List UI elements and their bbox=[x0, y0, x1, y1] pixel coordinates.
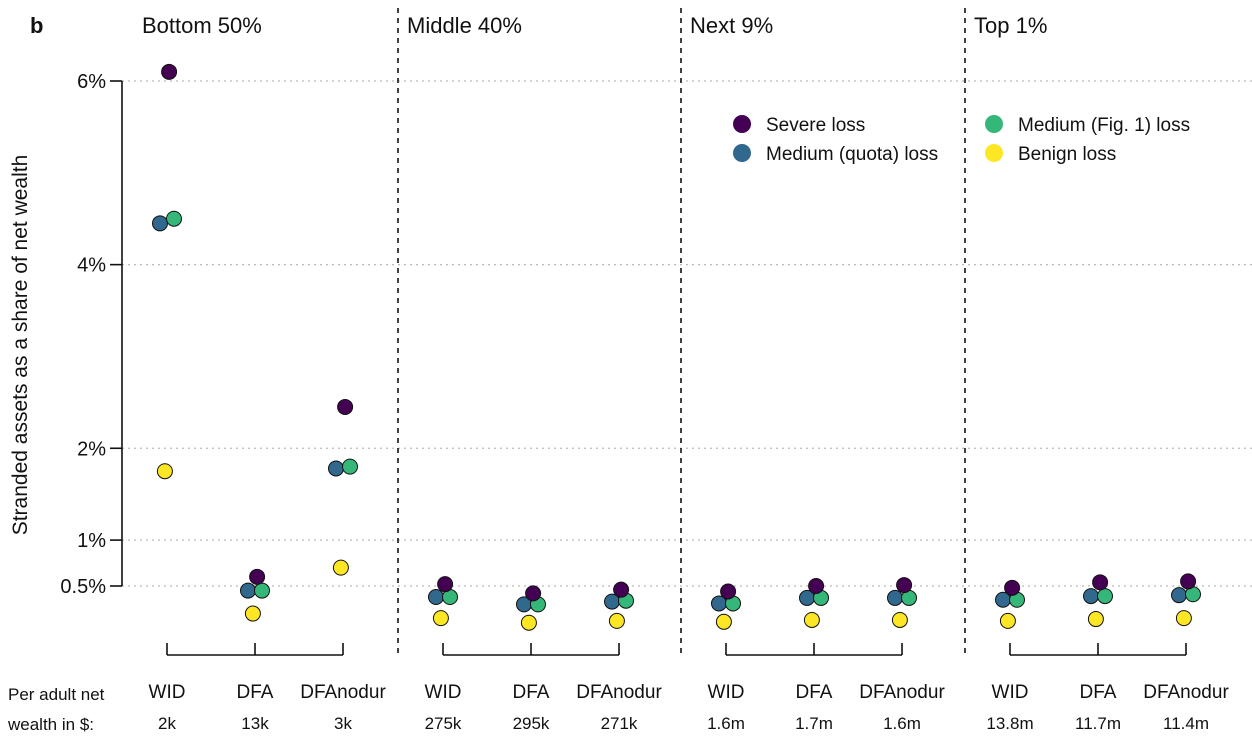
data-point-benign bbox=[156, 463, 173, 480]
data-point-medium-quota bbox=[1171, 587, 1187, 604]
data-point-benign bbox=[1087, 611, 1104, 628]
axes: 0.5% 1% 2% 4% 6% Bottom 50% WID 2k DFA 13k DFAnodu… bbox=[60, 8, 1229, 733]
wealth-value: 11.4m bbox=[1163, 714, 1209, 733]
data-point-severe bbox=[1180, 573, 1197, 590]
grid-lines bbox=[122, 80, 1252, 587]
group-title: Next 9% bbox=[690, 13, 773, 38]
category-label: WID bbox=[992, 682, 1029, 703]
data-point-medium-quota bbox=[152, 215, 168, 232]
data-point-severe bbox=[896, 577, 913, 594]
wealth-value: 295k bbox=[513, 714, 550, 733]
wealth-value: 13k bbox=[241, 714, 269, 733]
footer-label-line2: wealth in $: bbox=[7, 715, 94, 734]
y-tick-label: 6% bbox=[77, 71, 106, 93]
y-tick-label: 0.5% bbox=[60, 576, 106, 598]
wealth-value: 1.6m bbox=[883, 714, 921, 733]
data-point-severe bbox=[525, 585, 542, 602]
data-point-benign bbox=[1175, 610, 1192, 627]
category-label: DFAnodur bbox=[1143, 682, 1229, 703]
y-tick-label: 4% bbox=[77, 255, 106, 277]
data-point-medium-quota bbox=[1083, 588, 1099, 605]
data-point-benign bbox=[244, 605, 261, 622]
data-point-severe bbox=[720, 583, 737, 600]
panel-letter: b bbox=[30, 13, 43, 38]
data-point-medium-fig1 bbox=[1097, 588, 1113, 605]
data-point-medium-quota bbox=[428, 589, 444, 606]
wealth-value: 2k bbox=[158, 714, 176, 733]
data-point-benign bbox=[891, 611, 908, 628]
data-point-medium-fig1 bbox=[166, 210, 182, 227]
legend-label: Medium (quota) loss bbox=[766, 144, 938, 165]
group-title: Bottom 50% bbox=[142, 13, 262, 38]
category-label: WID bbox=[708, 682, 745, 703]
data-point-severe bbox=[808, 578, 825, 594]
legend-marker bbox=[733, 144, 751, 162]
legend-label: Medium (Fig. 1) loss bbox=[1018, 115, 1190, 136]
data-point-benign bbox=[608, 612, 625, 629]
data-point-severe bbox=[161, 63, 178, 80]
y-axis-title: Stranded assets as a share of net wealth bbox=[9, 155, 32, 536]
data-point-medium-fig1 bbox=[342, 458, 358, 475]
category-label: WID bbox=[149, 682, 186, 703]
legend-marker bbox=[985, 115, 1003, 133]
legend-marker bbox=[733, 115, 751, 133]
category-label: DFA bbox=[1080, 682, 1117, 703]
data-point-benign bbox=[715, 613, 732, 630]
category-label: DFAnodur bbox=[300, 682, 386, 703]
data-point-medium-quota bbox=[328, 460, 344, 477]
data-point-severe bbox=[437, 576, 454, 593]
group-title: Top 1% bbox=[974, 13, 1047, 38]
category-label: WID bbox=[425, 682, 462, 703]
data-point-benign bbox=[332, 559, 349, 576]
wealth-value: 11.7m bbox=[1075, 714, 1121, 733]
category-label: DFA bbox=[513, 682, 550, 703]
category-label: DFA bbox=[237, 682, 274, 703]
wealth-value: 1.6m bbox=[707, 714, 745, 733]
wealth-value: 13.8m bbox=[986, 714, 1033, 733]
y-tick-label: 2% bbox=[77, 438, 106, 460]
legend: Severe loss Medium (quota) loss Medium (Fi… bbox=[733, 115, 1190, 165]
data-point-benign bbox=[803, 611, 820, 628]
data-point-medium-fig1 bbox=[254, 582, 270, 599]
y-tick-label: 1% bbox=[77, 530, 106, 552]
wealth-value: 3k bbox=[334, 714, 352, 733]
data-point-benign bbox=[520, 614, 537, 631]
data-point-benign bbox=[999, 612, 1016, 629]
data-point-benign bbox=[432, 610, 449, 627]
data-point-medium-quota bbox=[240, 582, 256, 599]
footer-label-line1: Per adult net bbox=[8, 685, 105, 704]
group-title: Middle 40% bbox=[407, 13, 522, 38]
data-point-severe bbox=[249, 568, 266, 585]
data-point-severe bbox=[337, 398, 354, 415]
legend-label: Severe loss bbox=[766, 115, 865, 136]
wealth-value: 1.7m bbox=[795, 714, 833, 733]
wealth-value: 271k bbox=[601, 714, 638, 733]
legend-label: Benign loss bbox=[1018, 144, 1116, 165]
wealth-value: 275k bbox=[425, 714, 462, 733]
data-point-medium-quota bbox=[887, 589, 903, 606]
category-label: DFA bbox=[796, 682, 833, 703]
data-point-severe bbox=[1092, 574, 1109, 591]
legend-marker bbox=[985, 144, 1003, 162]
data-point-severe bbox=[613, 581, 630, 598]
data-point-severe bbox=[1004, 579, 1021, 596]
data-points bbox=[152, 63, 1201, 631]
category-label: DFAnodur bbox=[576, 682, 662, 703]
category-label: DFAnodur bbox=[859, 682, 945, 703]
